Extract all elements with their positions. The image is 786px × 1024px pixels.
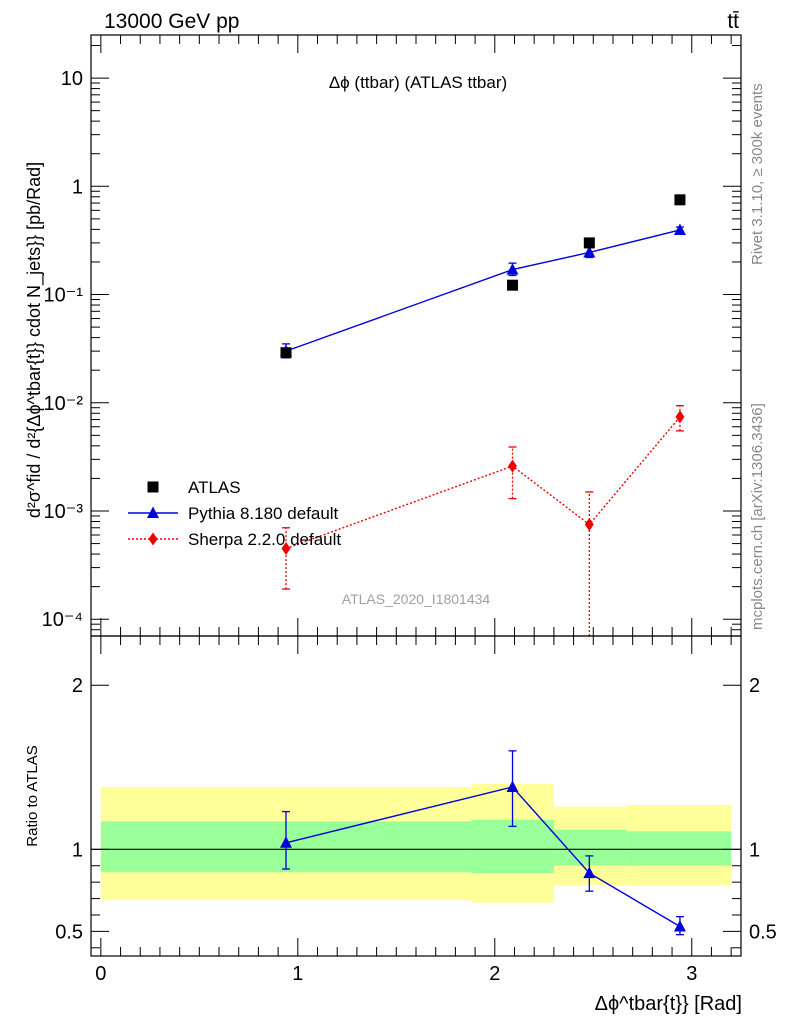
- sherpa-line: [285, 416, 681, 550]
- ratio-y-tick-label: 1: [72, 839, 83, 861]
- ratio-point: [280, 836, 292, 848]
- uncertainty-band-inner: [553, 829, 627, 866]
- legend-label: Pythia 8.180 default: [188, 504, 339, 523]
- y-tick-label: 1: [72, 176, 83, 198]
- pythia-point: [673, 223, 686, 235]
- atlas-point: [674, 194, 686, 206]
- sherpa-point: [675, 410, 685, 424]
- sherpa-point: [281, 542, 291, 556]
- y-tick-label: 10: [61, 68, 83, 90]
- pythia-line: [285, 229, 681, 352]
- ratio-y-tick-label-right: 0.5: [749, 921, 777, 943]
- main-panel: 10⁻⁴ 10⁻³ 10⁻² 10⁻¹ 1 10: [42, 35, 741, 637]
- main-title: Δϕ (ttbar) (ATLAS ttbar): [329, 73, 507, 92]
- ratio-frame: [90, 635, 742, 957]
- y-tick-label: 10⁻⁴: [42, 609, 83, 631]
- main-ylabel: d²σ^fid / d²{Δϕ^tbar{t}} cdot N_jets}} […: [24, 162, 45, 518]
- analysis-id: ATLAS_2020_I1801434: [342, 591, 491, 607]
- uncertainty-band-inner: [471, 819, 554, 874]
- pythia-point: [583, 245, 596, 258]
- ratio-point: [583, 866, 596, 879]
- x-tick-label: 3: [686, 963, 697, 985]
- legend-marker: [147, 506, 159, 518]
- ratio-line: [285, 786, 681, 928]
- uncertainty-band-inner: [626, 831, 732, 866]
- y-tick-label: 10⁻³: [44, 501, 84, 523]
- ratio-y-tick-label-right: 1: [749, 839, 760, 861]
- y-tick-label: 10⁻²: [44, 393, 84, 415]
- mcplots-label: mcplots.cern.ch [arXiv:1306.3436]: [749, 403, 766, 630]
- energy-label: 13000 GeV pp: [104, 10, 239, 33]
- atlas-point: [280, 347, 292, 359]
- legend-marker: [148, 532, 158, 546]
- legend: ATLAS Pythia 8.180 default Sherpa 2.2.0 de…: [128, 478, 341, 549]
- ratio-ylabel: Ratio to ATLAS: [24, 745, 41, 846]
- pythia-point: [506, 263, 519, 275]
- legend-label: Sherpa 2.2.0 default: [188, 530, 341, 549]
- ratio-y-tick-label: 0.5: [55, 921, 83, 943]
- rivet-label: Rivet 3.1.10, ≥ 300k events: [749, 83, 766, 265]
- x-tick-label: 1: [292, 963, 303, 985]
- atlas-point: [583, 237, 595, 249]
- ratio-point: [506, 780, 519, 792]
- ratio-point: [673, 919, 686, 932]
- legend-label: ATLAS: [188, 478, 241, 497]
- y-tick-label: 10⁻¹: [44, 285, 84, 307]
- sherpa-point: [584, 518, 594, 532]
- x-axis-label: Δϕ^tbar{t}} [Rad]: [595, 993, 742, 1015]
- sherpa-point: [508, 459, 518, 473]
- process-label: tt̄: [727, 10, 739, 33]
- legend-marker: [147, 481, 159, 493]
- x-tick-label: 0: [95, 963, 106, 985]
- ratio-y-tick-label: 2: [72, 675, 83, 697]
- x-tick-label: 2: [489, 963, 500, 985]
- ratio-y-tick-label-right: 2: [749, 675, 760, 697]
- atlas-point: [507, 279, 519, 291]
- ratio-panel: 0.5 0.5 1 1 2 2 0 1 2 3: [55, 636, 777, 985]
